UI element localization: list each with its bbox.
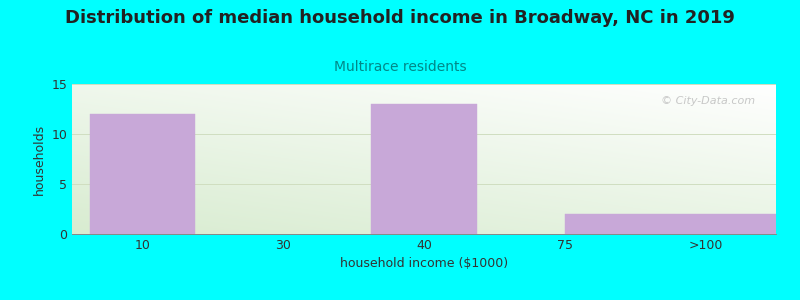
Text: Multirace residents: Multirace residents	[334, 60, 466, 74]
Bar	[565, 214, 776, 234]
Text: © City-Data.com: © City-Data.com	[661, 96, 755, 106]
Text: Distribution of median household income in Broadway, NC in 2019: Distribution of median household income …	[65, 9, 735, 27]
Bar	[90, 114, 195, 234]
Y-axis label: households: households	[33, 123, 46, 195]
Bar	[371, 104, 477, 234]
X-axis label: household income ($1000): household income ($1000)	[340, 257, 508, 270]
